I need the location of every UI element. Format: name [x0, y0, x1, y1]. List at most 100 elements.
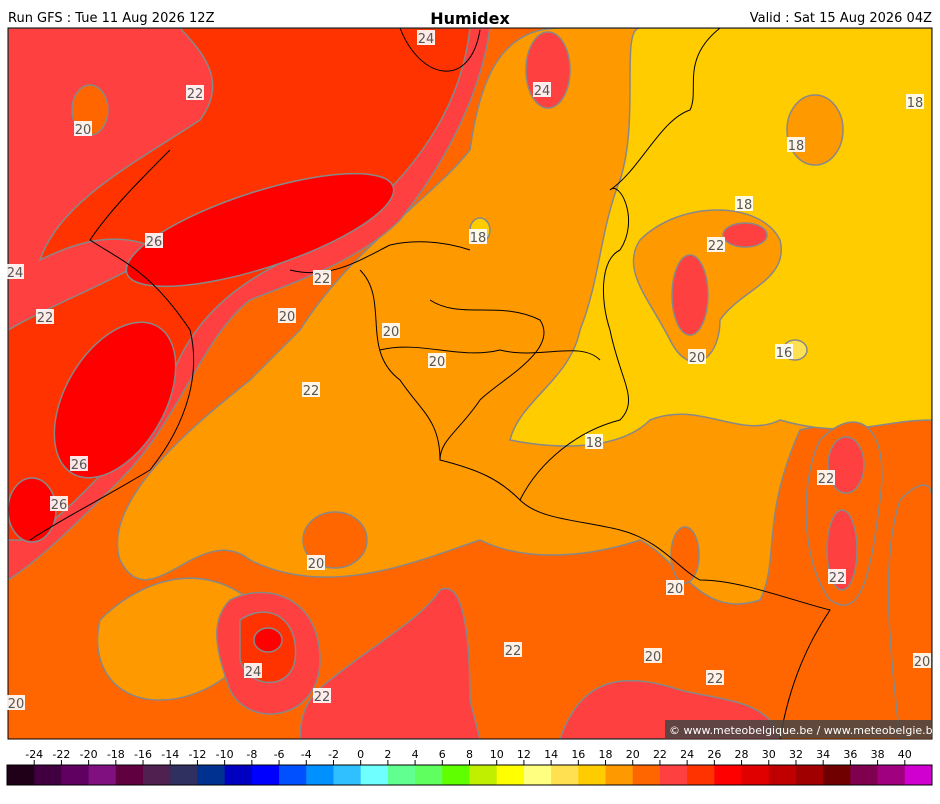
contour-label: 22 [37, 311, 54, 326]
contour-label: 22 [708, 239, 725, 254]
contour-label: 22 [303, 384, 320, 399]
contour-label: 18 [736, 198, 753, 213]
contour-label: 26 [71, 458, 88, 473]
colorbar-label: 22 [653, 748, 667, 761]
colorbar-cell [795, 765, 824, 785]
colorbar-label: -2 [328, 748, 339, 761]
colorbar-label: -22 [52, 748, 70, 761]
colorbar-label: -12 [188, 748, 206, 761]
colorbar-cell [197, 765, 226, 785]
contour-label: 24 [245, 665, 262, 680]
colorbar-label: 30 [762, 748, 776, 761]
contour-label: 26 [146, 235, 163, 250]
colorbar-cell [224, 765, 253, 785]
colorbar-label: 0 [357, 748, 364, 761]
colorbar-cell [523, 765, 552, 785]
colorbar-label: 38 [871, 748, 885, 761]
contour-label: 16 [776, 346, 793, 361]
colorbar-label: 40 [898, 748, 912, 761]
colorbar-label: 34 [816, 748, 830, 761]
colorbar-label: 6 [439, 748, 446, 761]
colorbar-cell [170, 765, 198, 785]
colorbar-label: -14 [161, 748, 179, 761]
contour-label: 24 [7, 266, 24, 281]
colorbar-cell [687, 765, 715, 785]
colorbar-cell [7, 765, 35, 785]
label-box [504, 642, 522, 657]
colorbar-cell [251, 765, 280, 785]
colorbar-cell [904, 765, 933, 785]
label-box [707, 237, 725, 252]
colorbar-cell [333, 765, 362, 785]
label-box [913, 653, 931, 668]
colorbar-label: -10 [216, 748, 234, 761]
label-box [313, 270, 331, 285]
colorbar-label: 14 [544, 748, 558, 761]
colorbar-cell [850, 765, 879, 785]
colorbar-cell [442, 765, 470, 785]
colorbar-label: 16 [571, 748, 585, 761]
colorbar-cell [387, 765, 416, 785]
colorbar-label: 20 [626, 748, 640, 761]
contour-label: 20 [914, 655, 931, 670]
colorbar-cell [88, 765, 117, 785]
colorbar-label: 12 [517, 748, 531, 761]
colorbar-cell [61, 765, 90, 785]
contour-label: 24 [418, 32, 435, 47]
colorbar-cell [360, 765, 389, 785]
label-box [307, 555, 325, 570]
colorbar-label: 2 [384, 748, 391, 761]
contour-label: 22 [314, 690, 331, 705]
colorbar-cell [279, 765, 307, 785]
label-box [302, 382, 320, 397]
colorbar-cell [469, 765, 498, 785]
colorbar-cell [605, 765, 634, 785]
colorbar-cell [115, 765, 144, 785]
colorbar-cell [632, 765, 661, 785]
colorbar-cell [877, 765, 906, 785]
contour-label: 20 [667, 582, 684, 597]
contour-label: 18 [907, 96, 924, 111]
colorbar-label: 32 [789, 748, 803, 761]
colorbar-label: -8 [246, 748, 257, 761]
colorbar-label: -24 [25, 748, 43, 761]
contour-label: 20 [689, 351, 706, 366]
colorbar-label: 28 [735, 748, 749, 761]
contour-label: 22 [707, 672, 724, 687]
contour-label: 20 [383, 325, 400, 340]
contour-label: 20 [645, 650, 662, 665]
contour-label: 20 [279, 310, 296, 325]
colorbar-cell [551, 765, 579, 785]
contour-label: 20 [75, 123, 92, 138]
label-box [244, 663, 262, 678]
label-box [906, 94, 924, 109]
label-box [145, 233, 163, 248]
label-box [428, 353, 446, 368]
label-box [706, 670, 724, 685]
contour-label: 22 [818, 472, 835, 487]
colorbar-label: 36 [843, 748, 857, 761]
map: © www.meteobelgique.be / www.meteobelgie… [7, 27, 940, 740]
colorbar-cell [768, 765, 797, 785]
colorbar-label: 10 [490, 748, 504, 761]
colorbar-label: -6 [274, 748, 285, 761]
run-label: Run GFS : Tue 11 Aug 2026 12Z [8, 11, 215, 26]
colorbar-cell [659, 765, 688, 785]
label-box [828, 569, 846, 584]
colorbar-label: -16 [134, 748, 152, 761]
contour-label: 22 [505, 644, 522, 659]
colorbar-label: -20 [80, 748, 98, 761]
colorbar-label: -4 [301, 748, 312, 761]
contour-label: 26 [51, 498, 68, 513]
colorbar-cell [415, 765, 443, 785]
label-box [7, 695, 25, 710]
contour-label: 18 [470, 231, 487, 246]
credit: © www.meteobelgique.be / www.meteobelgie… [669, 724, 940, 737]
colorbar-cell [34, 765, 62, 785]
colorbar-label: 4 [412, 748, 419, 761]
contour-label: 18 [788, 139, 805, 154]
map-title: Humidex [430, 9, 510, 28]
contour-labels: 24 22 20 24 18 18 18 26 18 22 24 22 22 20 20 20 20 16 22 18… [6, 30, 931, 712]
label-box [74, 121, 92, 136]
